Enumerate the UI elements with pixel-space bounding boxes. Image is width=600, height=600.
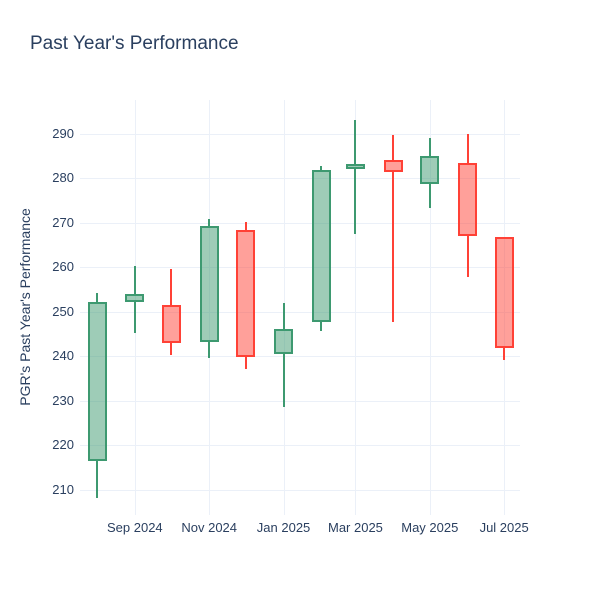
x-tick-label: Jan 2025 xyxy=(256,520,311,535)
candlestick-body[interactable] xyxy=(161,304,181,343)
candle-upper-wick[interactable] xyxy=(208,219,211,227)
plot-area[interactable] xyxy=(80,100,520,515)
candle-lower-wick[interactable] xyxy=(133,302,136,334)
y-gridline xyxy=(80,400,520,402)
y-gridline xyxy=(80,311,520,313)
candle-upper-wick[interactable] xyxy=(244,222,247,230)
y-gridline xyxy=(80,445,520,447)
y-tick-label: 280 xyxy=(52,170,74,186)
y-gridline xyxy=(80,267,520,269)
candlestick-body[interactable] xyxy=(494,236,514,349)
y-gridline xyxy=(80,133,520,135)
candle-upper-wick[interactable] xyxy=(428,137,431,157)
candlestick-body[interactable] xyxy=(199,226,219,342)
candlestick-body[interactable] xyxy=(345,164,365,170)
x-tick-label: Jul 2025 xyxy=(479,520,529,535)
x-tick-label: Nov 2024 xyxy=(181,520,238,535)
candle-upper-wick[interactable] xyxy=(354,120,357,165)
y-tick-label: 260 xyxy=(52,259,74,275)
candlestick-body[interactable] xyxy=(383,160,403,172)
y-tick-label: 290 xyxy=(52,125,74,141)
candle-lower-wick[interactable] xyxy=(282,353,285,407)
candle-upper-wick[interactable] xyxy=(133,265,136,294)
candle-lower-wick[interactable] xyxy=(466,236,469,277)
chart-title: Past Year's Performance xyxy=(30,33,239,54)
candle-upper-wick[interactable] xyxy=(282,302,285,330)
candlestick-body[interactable] xyxy=(125,293,145,303)
y-gridline xyxy=(80,356,520,358)
candle-lower-wick[interactable] xyxy=(354,169,357,235)
candlestick-body[interactable] xyxy=(87,302,107,461)
x-gridline xyxy=(429,100,431,515)
candle-upper-wick[interactable] xyxy=(320,165,323,170)
candle-lower-wick[interactable] xyxy=(392,171,395,322)
candle-lower-wick[interactable] xyxy=(428,183,431,209)
candle-upper-wick[interactable] xyxy=(392,134,395,161)
candle-upper-wick[interactable] xyxy=(170,269,173,305)
y-tick-label: 230 xyxy=(52,392,74,408)
candle-lower-wick[interactable] xyxy=(503,348,506,361)
candle-lower-wick[interactable] xyxy=(96,460,99,499)
candle-upper-wick[interactable] xyxy=(96,293,99,303)
x-tick-label: Mar 2025 xyxy=(327,520,383,535)
candlestick-body[interactable] xyxy=(420,156,440,184)
y-tick-label: 270 xyxy=(52,214,74,230)
y-gridline xyxy=(80,489,520,491)
y-gridline xyxy=(80,222,520,224)
x-gridline xyxy=(355,100,357,515)
y-tick-label: 210 xyxy=(52,481,74,497)
x-tick-label: May 2025 xyxy=(401,520,459,535)
y-gridline xyxy=(80,178,520,180)
y-tick-label: 220 xyxy=(52,437,74,453)
y-tick-label: 250 xyxy=(52,303,74,319)
candlestick-body[interactable] xyxy=(311,169,331,322)
candle-upper-wick[interactable] xyxy=(466,133,469,164)
candlestick-body[interactable] xyxy=(236,229,256,358)
candlestick-body[interactable] xyxy=(274,329,294,354)
candle-lower-wick[interactable] xyxy=(244,357,247,370)
x-tick-label: Sep 2024 xyxy=(107,520,163,535)
candle-lower-wick[interactable] xyxy=(170,342,173,355)
y-tick-label: 240 xyxy=(52,348,74,364)
candle-lower-wick[interactable] xyxy=(320,321,323,331)
candlestick-body[interactable] xyxy=(458,163,478,237)
candle-lower-wick[interactable] xyxy=(208,341,211,358)
